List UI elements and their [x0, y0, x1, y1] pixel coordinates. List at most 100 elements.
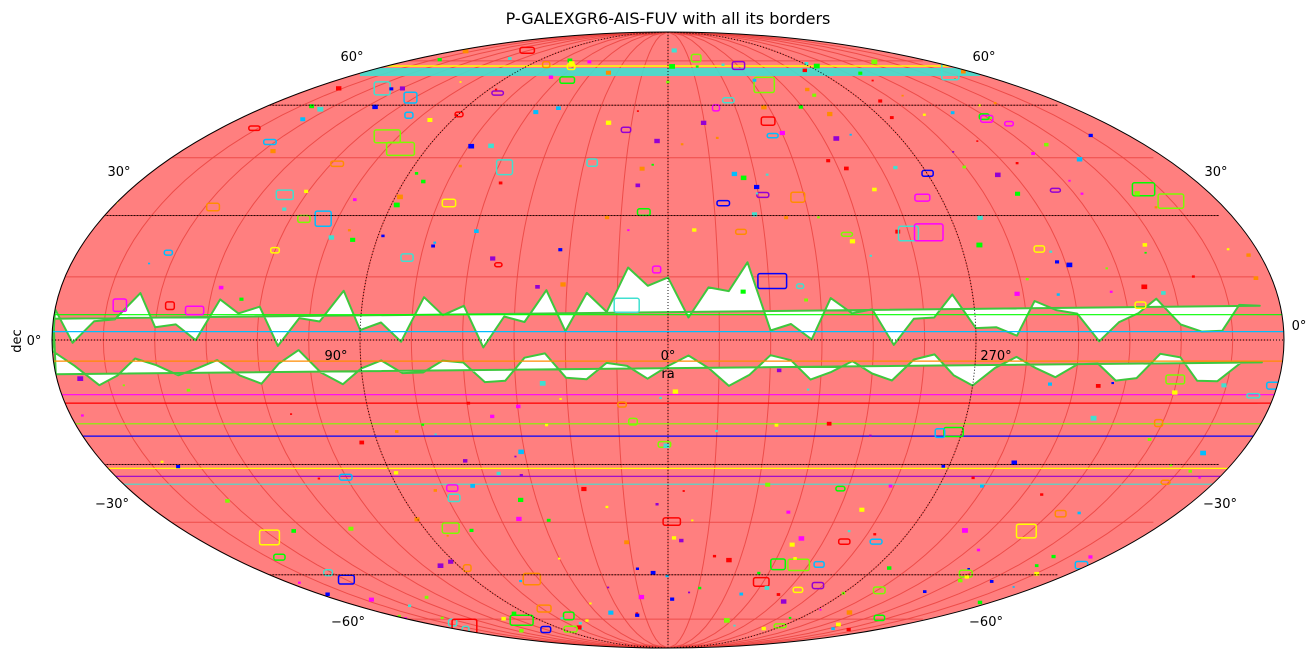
- border-patch: [682, 490, 685, 492]
- border-patch: [1025, 278, 1029, 281]
- border-patch: [695, 65, 699, 68]
- border-patch: [1003, 120, 1015, 127]
- border-patch: [585, 619, 589, 622]
- border-patch: [454, 114, 458, 117]
- ra-tick-90: 90°: [324, 349, 347, 364]
- border-patch: [995, 172, 1001, 178]
- border-patch: [437, 563, 444, 568]
- border-patch: [458, 164, 462, 168]
- border-patch: [184, 305, 205, 316]
- border-patch: [77, 376, 84, 381]
- border-patch: [511, 611, 517, 616]
- border-patch: [1051, 554, 1056, 559]
- border-patch: [654, 138, 660, 144]
- border-patch: [1142, 243, 1148, 247]
- border-patch: [962, 165, 966, 169]
- border-patch: [849, 133, 852, 136]
- border-patch: [680, 143, 684, 146]
- border-patch: [441, 522, 460, 534]
- border-patch: [798, 536, 805, 541]
- border-patch: [1015, 191, 1021, 196]
- border-patch: [300, 117, 306, 122]
- border-patch: [408, 604, 412, 607]
- border-patch: [275, 189, 294, 201]
- border-patch: [712, 554, 717, 558]
- border-patch: [889, 116, 894, 120]
- border-patch: [635, 613, 640, 617]
- border-patch: [446, 534, 449, 537]
- border-patch: [731, 60, 746, 71]
- border-patch: [756, 191, 770, 199]
- border-patch: [961, 69, 966, 74]
- border-patch: [239, 297, 244, 301]
- border-patch: [400, 253, 414, 263]
- border-patch: [608, 610, 614, 615]
- border-patch: [700, 120, 707, 125]
- border-patch: [469, 528, 474, 532]
- border-patch: [353, 198, 357, 202]
- border-patch: [309, 104, 314, 109]
- border-patch: [1134, 301, 1147, 310]
- border-patch: [397, 194, 403, 200]
- border-patch: [1157, 193, 1185, 210]
- border-patch: [424, 595, 429, 599]
- border-patch: [659, 397, 662, 399]
- border-patch: [923, 590, 927, 593]
- border-patch: [397, 614, 401, 618]
- border-patch: [804, 62, 809, 66]
- border-patch: [897, 225, 920, 242]
- border-patch: [269, 246, 281, 254]
- border-patch: [558, 248, 563, 252]
- border-patch: [562, 611, 575, 621]
- border-patch: [650, 570, 656, 575]
- border-patch: [359, 440, 365, 445]
- border-patch: [1226, 248, 1230, 251]
- border-patch: [635, 567, 639, 570]
- border-patch: [795, 283, 805, 290]
- border-patch: [112, 298, 128, 313]
- border-patch: [393, 471, 399, 475]
- border-patch: [958, 578, 963, 583]
- border-patch: [635, 183, 641, 188]
- border-patch: [671, 48, 677, 53]
- border-patch: [516, 516, 522, 522]
- border-patch: [290, 413, 293, 415]
- border-patch: [779, 130, 785, 136]
- border-patch: [1033, 245, 1046, 253]
- border-patch: [734, 228, 748, 236]
- border-patch: [535, 285, 540, 289]
- border-patch: [1147, 438, 1152, 441]
- border-patch: [627, 229, 630, 232]
- border-patch: [1088, 133, 1093, 138]
- tile-meridian: [667, 32, 720, 648]
- border-patch: [770, 558, 787, 571]
- border-patch: [976, 242, 983, 248]
- border-patch: [721, 63, 725, 66]
- border-patch: [792, 586, 804, 594]
- border-patch: [338, 473, 353, 481]
- border-patch: [724, 618, 730, 623]
- border-patch: [757, 571, 761, 575]
- border-patch: [1134, 191, 1140, 196]
- border-patch: [433, 489, 437, 492]
- border-patch: [1090, 415, 1097, 421]
- border-patch: [901, 94, 904, 97]
- border-patch: [1221, 383, 1227, 388]
- border-patch: [404, 111, 414, 119]
- border-patch: [613, 297, 640, 313]
- border-patch: [666, 80, 670, 84]
- border-patch: [787, 558, 811, 572]
- border-patch: [576, 625, 582, 630]
- border-patch: [764, 586, 770, 590]
- border-patch: [495, 159, 514, 176]
- border-patch: [508, 57, 512, 60]
- border-patch: [605, 70, 611, 75]
- border-patch: [765, 482, 771, 487]
- border-patch: [1191, 275, 1195, 278]
- border-patch: [317, 106, 324, 112]
- border-patch: [205, 202, 221, 212]
- border-patch: [624, 540, 629, 545]
- border-patch: [979, 114, 994, 123]
- border-patch: [448, 559, 454, 564]
- border-patch: [539, 381, 546, 386]
